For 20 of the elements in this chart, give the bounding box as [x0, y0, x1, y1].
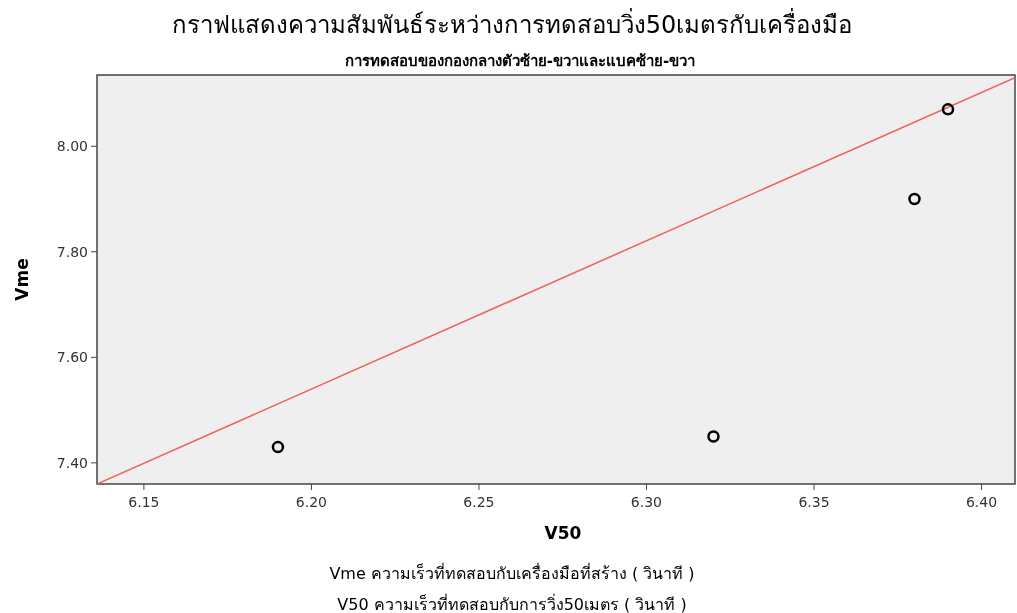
x-tick-label: 6.20 [295, 494, 328, 510]
point [941, 103, 955, 116]
chart-subtitle: การทดสอบของกองกลางตัวซ้าย-ขวาและแบคซ้าย-ขวา [344, 52, 696, 70]
x-tick-label: 6.25 [463, 494, 495, 510]
x-tick-label: 6.15 [128, 494, 160, 510]
point [271, 440, 285, 454]
point [707, 430, 720, 443]
point [908, 192, 921, 206]
text: Vme ความเร็วที่ทดสอบกับเครื่องมือที่สร้าง ( วินาที ) [329, 562, 695, 583]
x-tick-label: 6.40 [965, 494, 998, 510]
x-axis-title: V50 [544, 523, 582, 543]
y-tick-label: 8.00 [56, 138, 88, 155]
y-tick-label: 7.60 [56, 349, 88, 366]
y-tick-label: 7.80 [56, 243, 88, 260]
x-tick-label: 6.30 [630, 494, 663, 510]
chart-title: กราฟแสดงความสัมพันธ์ระหว่างการทดสอบวิ่ง50เมตรกับเครื่องมือ [171, 8, 853, 39]
y-tick-label: 7.40 [56, 454, 88, 471]
text: V50 ความเร็วที่ทดสอบกับการวิ่ง50เมตร ( วินาที ) [337, 593, 687, 613]
x-tick-label: 6.35 [798, 494, 830, 510]
y-axis-title: Vme [12, 258, 32, 301]
